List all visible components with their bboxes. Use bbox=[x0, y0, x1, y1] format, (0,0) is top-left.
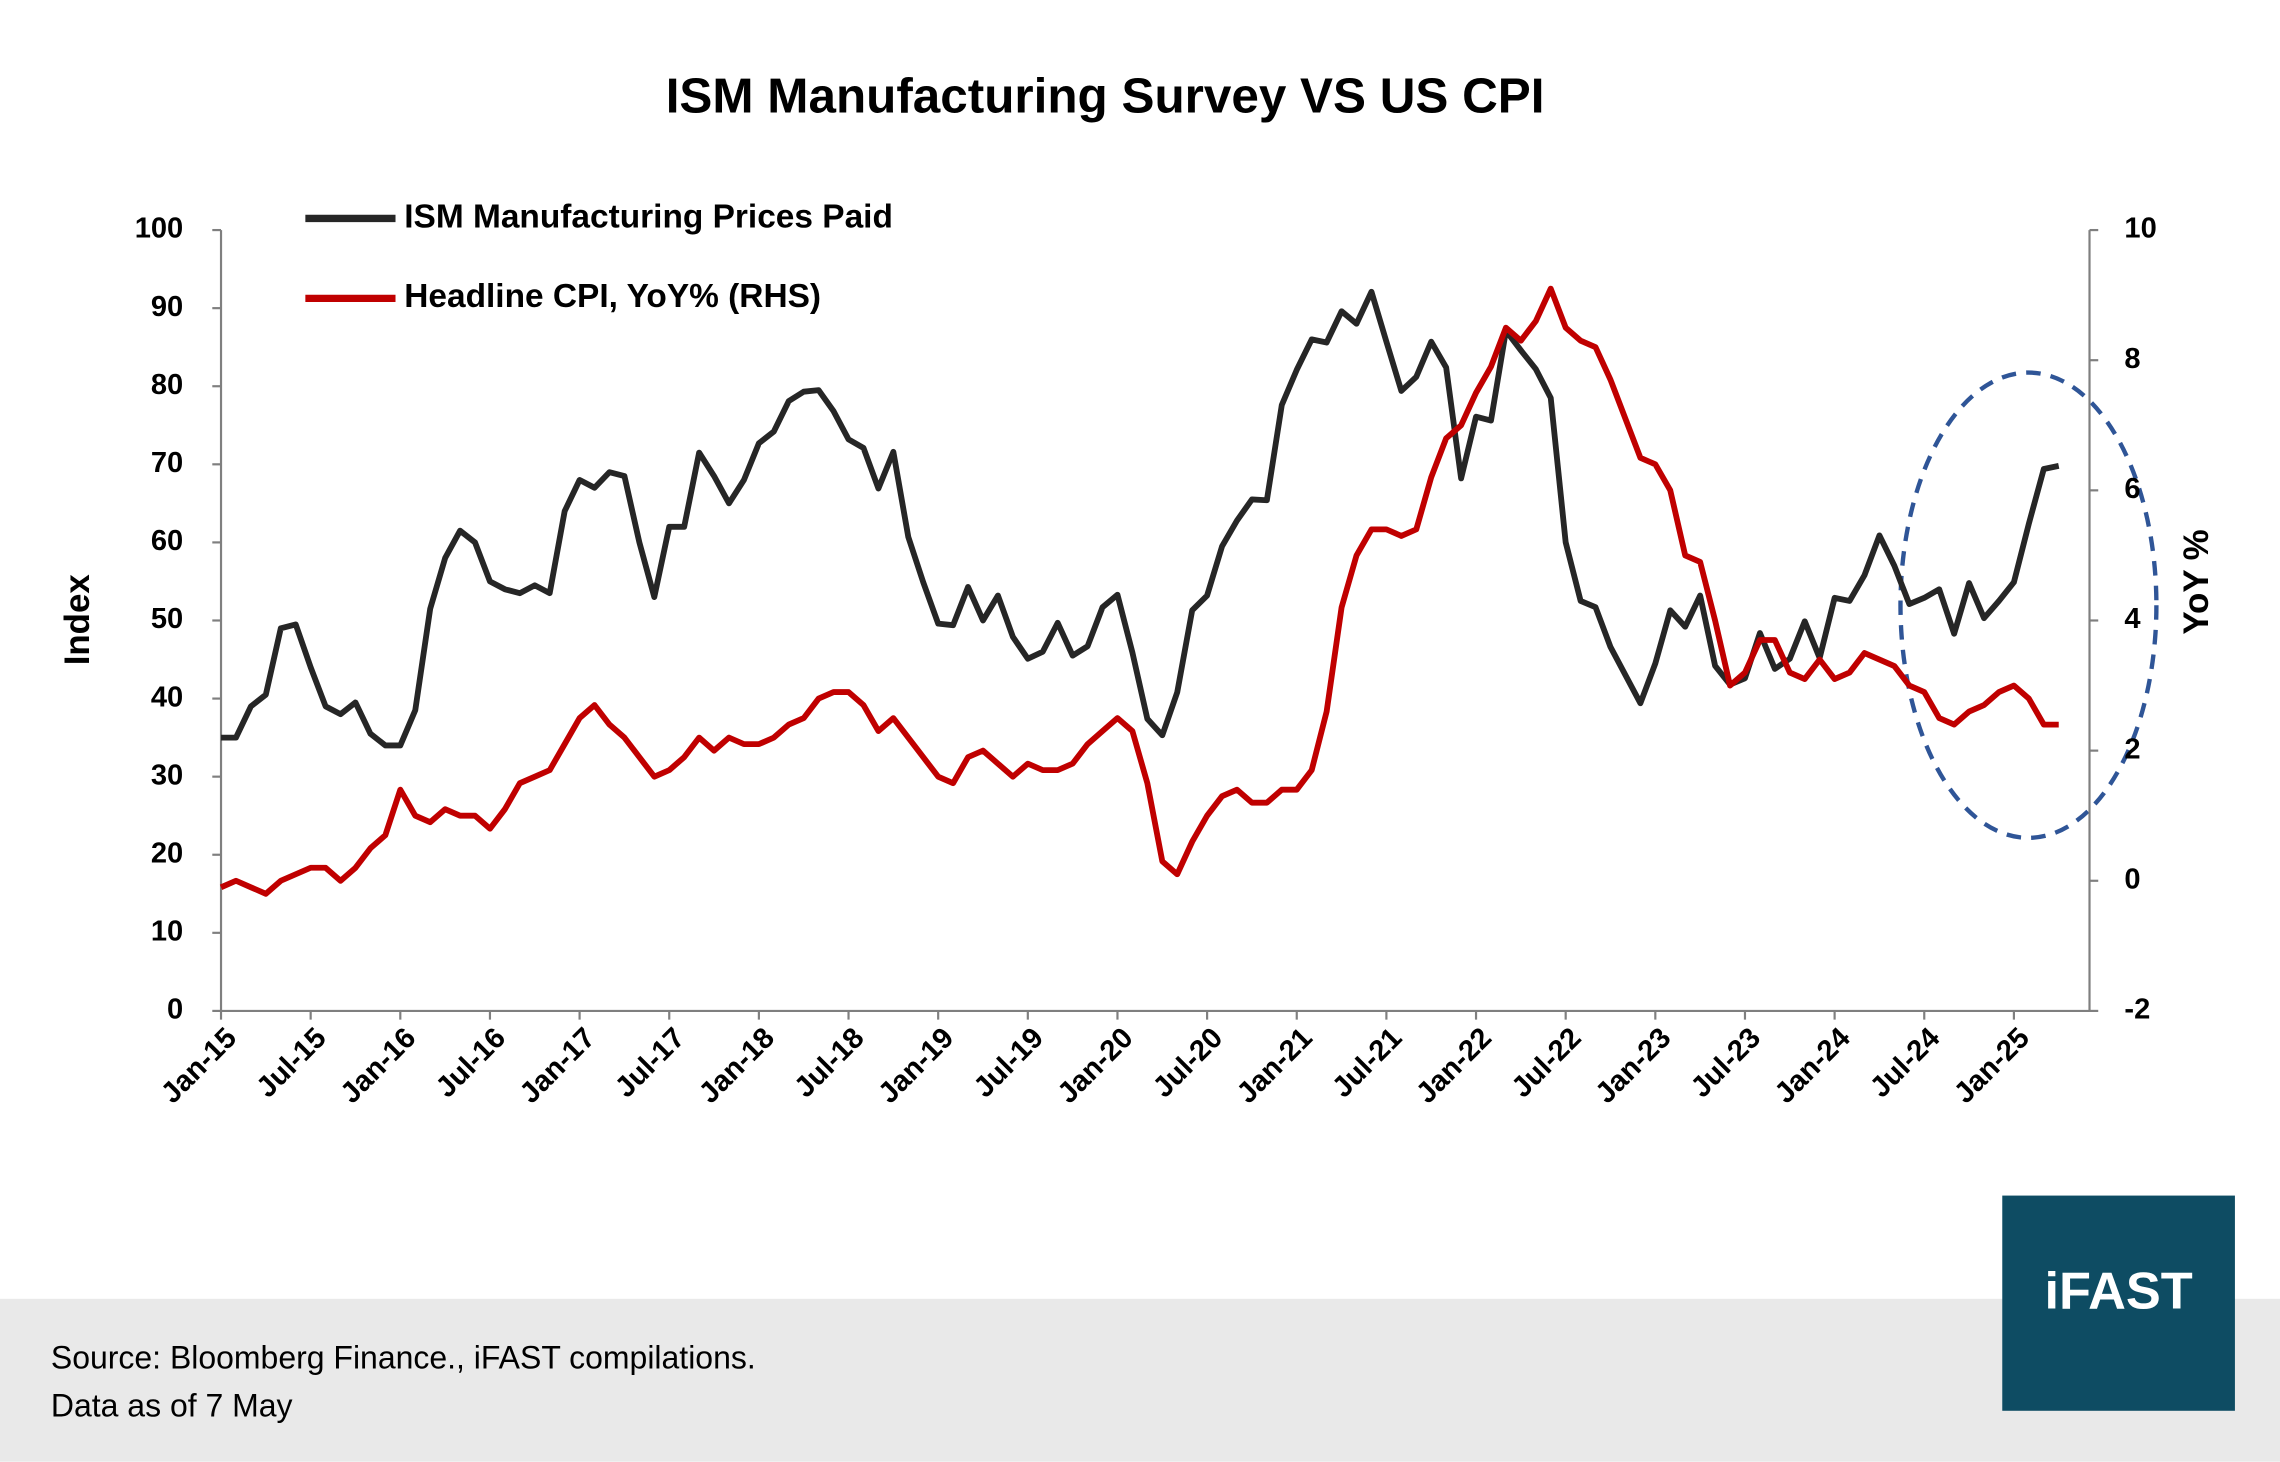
y-tick-label: 90 bbox=[151, 291, 183, 323]
y2-tick-label: 8 bbox=[2124, 343, 2140, 375]
highlight-ellipse bbox=[1898, 370, 2159, 841]
series-line bbox=[219, 285, 2059, 897]
date-note: Data as of 7 May bbox=[51, 1387, 293, 1423]
legend-label: Headline CPI, YoY% (RHS) bbox=[404, 278, 821, 315]
y-tick-label: 80 bbox=[151, 369, 183, 401]
y-tick-label: 0 bbox=[167, 994, 183, 1026]
logo-box bbox=[2002, 1195, 2235, 1411]
y-tick-label: 10 bbox=[151, 916, 183, 948]
y2-tick-label: 10 bbox=[2124, 213, 2156, 245]
y-tick-label: 70 bbox=[151, 447, 183, 479]
legend-label: ISM Manufacturing Prices Paid bbox=[404, 198, 893, 235]
source-note: Source: Bloomberg Finance., iFAST compil… bbox=[51, 1339, 756, 1375]
footer-band bbox=[0, 1298, 2280, 1462]
y2-tick-label: 6 bbox=[2124, 473, 2140, 505]
y2-tick-label: 4 bbox=[2124, 603, 2141, 635]
y2-axis-title: YoY % bbox=[2177, 529, 2216, 634]
y2-tick-label: 2 bbox=[2124, 733, 2140, 765]
logo: iFAST bbox=[2044, 1262, 2192, 1320]
y-tick-label: 20 bbox=[151, 837, 183, 869]
y2-tick-label: -2 bbox=[2124, 994, 2150, 1026]
y-tick-label: 100 bbox=[135, 213, 184, 245]
chart-title: ISM Manufacturing Survey VS US CPI bbox=[666, 68, 1545, 123]
y-tick-label: 50 bbox=[151, 603, 183, 635]
y2-tick-label: 0 bbox=[2124, 863, 2140, 895]
y-tick-label: 40 bbox=[151, 681, 183, 713]
y-axis-title: Index bbox=[58, 574, 97, 666]
y-tick-label: 60 bbox=[151, 525, 183, 557]
y-tick-label: 30 bbox=[151, 759, 183, 791]
